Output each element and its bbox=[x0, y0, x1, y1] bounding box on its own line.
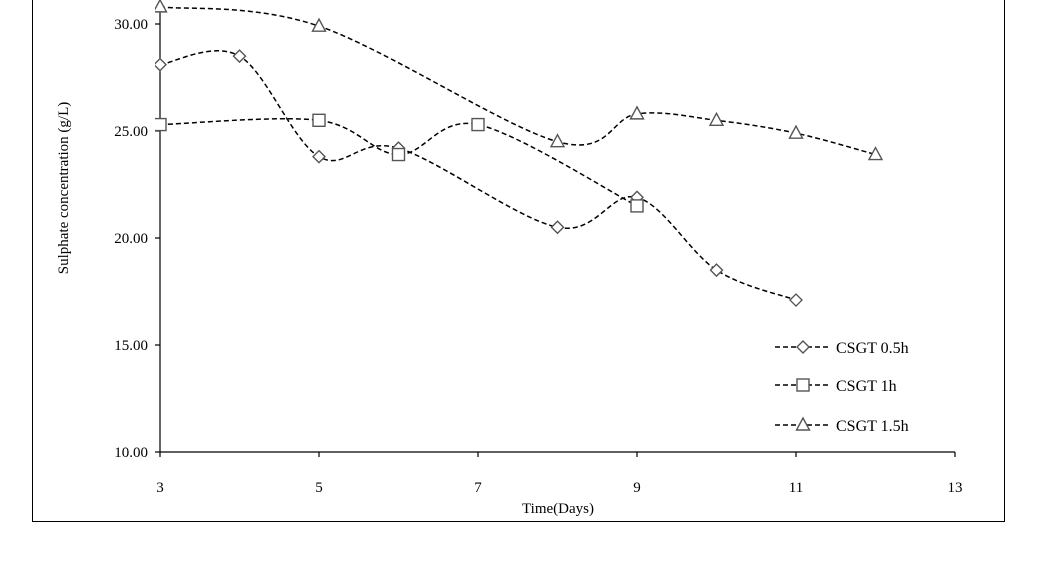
y-tick-label: 15.00 bbox=[114, 338, 148, 354]
series-line bbox=[159, 50, 797, 301]
axes bbox=[159, 0, 955, 453]
data-point-square bbox=[391, 147, 406, 162]
data-point-triangle bbox=[788, 124, 804, 139]
legend-item: CSGT 0.5h bbox=[775, 340, 909, 357]
x-tick-label: 13 bbox=[948, 480, 963, 496]
legend-label: CSGT 1h bbox=[836, 378, 897, 395]
y-tick-label: 25.00 bbox=[114, 124, 148, 140]
x-tick-label: 3 bbox=[156, 480, 164, 496]
legend-label: CSGT 1.5h bbox=[836, 418, 909, 435]
ticks: 10.00 15.00 20.00 25.00 30.00 3 5 7 9 11 13 bbox=[114, 17, 962, 496]
data-point-triangle bbox=[629, 105, 645, 120]
x-tick-label: 11 bbox=[789, 480, 803, 496]
series-diamond bbox=[155, 49, 803, 308]
data-point-diamond bbox=[312, 149, 326, 164]
x-axis-title: Time(Days) bbox=[522, 501, 594, 517]
data-point-triangle bbox=[708, 111, 725, 127]
y-tick-label: 20.00 bbox=[114, 231, 148, 247]
y-tick-label: 10.00 bbox=[114, 445, 148, 461]
series-line bbox=[159, 6, 876, 156]
data-point-triangle bbox=[867, 146, 884, 161]
y-axis-title: Sulphate concentration (g/L) bbox=[56, 102, 72, 274]
data-point-diamond bbox=[789, 293, 803, 308]
data-point-triangle bbox=[311, 17, 327, 32]
series-line bbox=[159, 117, 638, 207]
y-tick-label: 30.00 bbox=[114, 17, 148, 33]
legend-item: CSGT 1h bbox=[775, 378, 897, 395]
series-triangle bbox=[155, 0, 884, 161]
data-point-square bbox=[155, 117, 167, 132]
legend-marker-square bbox=[796, 378, 810, 392]
data-point-square bbox=[312, 113, 326, 128]
legend-marker-triangle bbox=[795, 416, 811, 431]
data-point-square bbox=[630, 199, 644, 213]
x-tick-label: 5 bbox=[315, 480, 323, 496]
data-point-diamond bbox=[709, 263, 724, 278]
legend: CSGT 0.5h CSGT 1h CSGT 1.5h bbox=[775, 340, 909, 435]
chart-frame bbox=[32, 0, 1005, 522]
series-square bbox=[155, 113, 644, 213]
legend-marker-diamond bbox=[796, 340, 810, 354]
data-point-triangle bbox=[549, 133, 566, 148]
data-point-square bbox=[471, 117, 485, 132]
data-point-triangle bbox=[155, 0, 168, 13]
legend-label: CSGT 0.5h bbox=[836, 340, 909, 357]
series-group bbox=[155, 0, 884, 308]
data-point-diamond bbox=[155, 57, 167, 72]
x-tick-label: 7 bbox=[474, 480, 482, 496]
data-point-diamond bbox=[232, 49, 247, 64]
x-tick-label: 9 bbox=[633, 480, 641, 496]
legend-item: CSGT 1.5h bbox=[775, 416, 909, 435]
data-point-diamond bbox=[550, 220, 565, 235]
